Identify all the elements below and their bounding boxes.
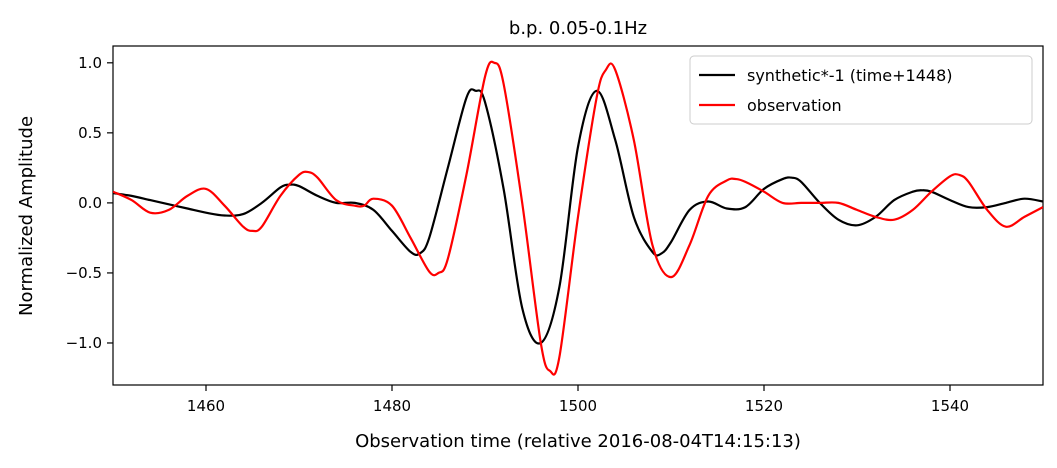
x-tick-label: 1500 [559, 397, 597, 415]
legend-box [689, 55, 1033, 125]
y-tick-label: 0.5 [78, 124, 102, 142]
x-tick-label: 1540 [931, 397, 969, 415]
x-tick-label: 1520 [745, 397, 783, 415]
series-layer [113, 60, 1043, 376]
series-line-1 [113, 60, 1043, 376]
x-tick-label: 1480 [373, 397, 411, 415]
y-tick-label: −1.0 [66, 334, 102, 352]
ticks-layer: 1460 1480 1500 1520 1540 −1.0 −0.5 0.0 0.5 1.0 [66, 54, 970, 415]
y-tick-label: 0.0 [78, 194, 102, 212]
y-axis-label: Normalized Amplitude [16, 116, 37, 316]
series-line-0 [113, 88, 1043, 345]
x-axis-label: Observation time (relative 2016-08-04T14… [355, 431, 801, 452]
legend-label-1: observation [747, 96, 842, 115]
y-tick-label: 1.0 [78, 54, 102, 72]
x-tick-label: 1460 [187, 397, 225, 415]
legend-label-0: synthetic*-1 (time+1448) [747, 66, 953, 85]
chart-title: b.p. 0.05-0.1Hz [509, 18, 647, 39]
legend: synthetic*-1 (time+1448) observation [689, 55, 1033, 125]
y-tick-label: −0.5 [66, 264, 102, 282]
